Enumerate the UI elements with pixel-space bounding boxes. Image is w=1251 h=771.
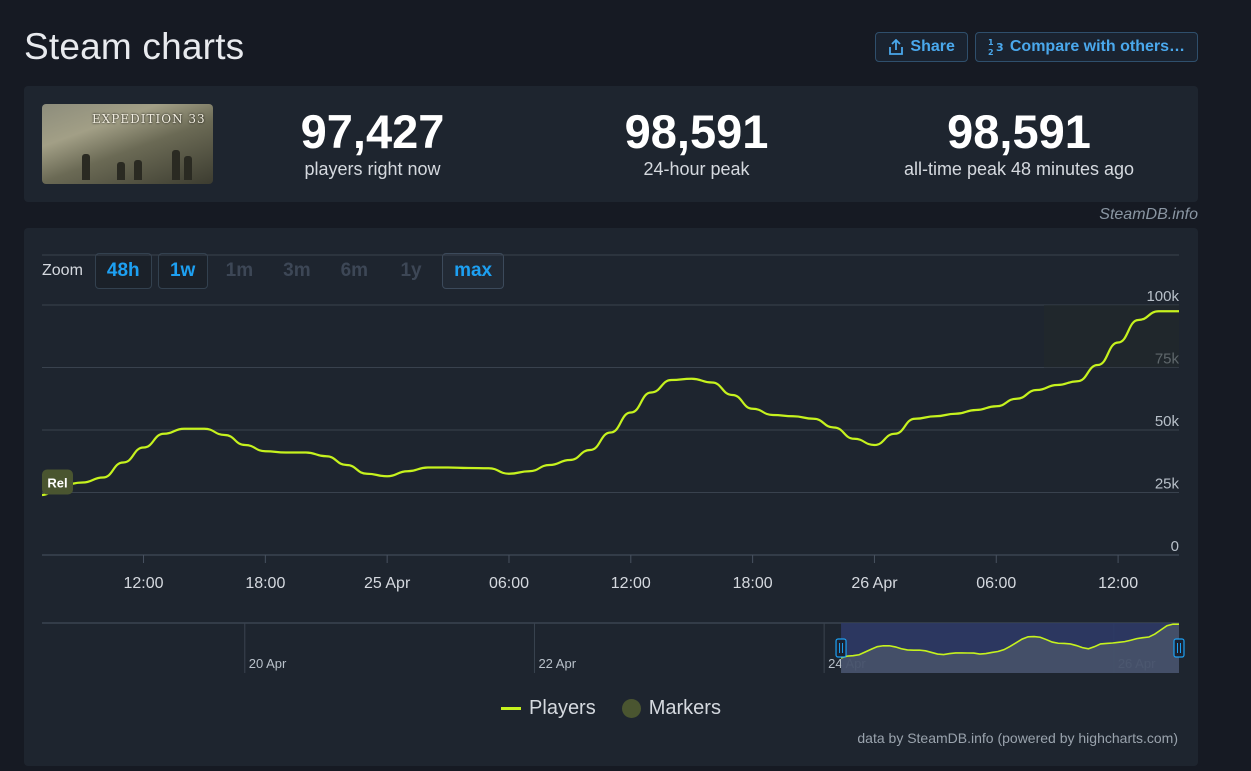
y-tick-label: 0: [1171, 538, 1179, 555]
zoom-1w-button[interactable]: 1w: [157, 253, 208, 289]
legend-item-players[interactable]: Players: [501, 697, 596, 720]
stat-value: 98,591: [624, 105, 769, 158]
x-tick-label: 06:00: [489, 575, 529, 592]
chart-credits[interactable]: data by SteamDB.info (powered by highcha…: [857, 730, 1178, 746]
stats-panel: EXPEDITION 33 97,427 players right now 9…: [24, 86, 1198, 202]
navigator-handle[interactable]: [835, 638, 847, 658]
x-tick-label: 12:00: [1098, 575, 1138, 592]
page-title: Steam charts: [24, 26, 245, 67]
legend-label-players: Players: [529, 697, 596, 719]
game-cover-text: EXPEDITION 33: [92, 112, 206, 126]
zoom-1m-button[interactable]: 1m: [225, 260, 254, 281]
navigator-handle[interactable]: [1173, 638, 1185, 658]
compare-button[interactable]: 1 2 3 Compare with others…: [974, 32, 1198, 62]
x-tick-label: 18:00: [733, 575, 773, 592]
x-tick-label: 12:00: [611, 575, 651, 592]
y-tick-label: 25k: [1155, 476, 1180, 493]
legend-label-markers: Markers: [648, 697, 721, 719]
x-tick-label: 25 Apr: [364, 575, 411, 592]
high-band: [1044, 305, 1179, 368]
svg-text:2: 2: [988, 48, 994, 56]
navigator-label: 22 Apr: [538, 656, 576, 671]
stat-label: all-time peak 48 minutes ago: [903, 159, 1135, 179]
share-button-label: Share: [910, 38, 955, 55]
players-swatch: [501, 707, 522, 710]
x-tick-label: 12:00: [123, 575, 163, 592]
stat-value: 97,427: [300, 105, 445, 158]
stat-current-players: 97,427 players right now: [260, 106, 485, 180]
zoom-max-button[interactable]: max: [442, 253, 505, 289]
markers-swatch: [621, 699, 641, 718]
stat-value: 98,591: [947, 105, 1091, 158]
players-series-line: [41, 310, 1179, 497]
legend-item-markers[interactable]: Markers: [621, 697, 721, 720]
navigator-area: [841, 624, 1179, 673]
chart-panel: Zoom 48h 1w 1m 3m 6m 1y max 025k50k75k10…: [24, 228, 1198, 766]
y-tick-label: 50k: [1155, 413, 1180, 430]
stat-label: 24-hour peak: [643, 159, 750, 179]
steamdb-watermark: SteamDB.info: [1099, 206, 1198, 223]
stat-24h-peak: 98,591 24-hour peak: [584, 106, 809, 180]
zoom-48h-button[interactable]: 48h: [94, 253, 152, 289]
svg-text:3: 3: [996, 41, 1004, 54]
share-icon: [889, 38, 904, 55]
navigator-label: 20 Apr: [249, 656, 287, 671]
chart-legend: Players Markers: [24, 697, 1198, 720]
share-button[interactable]: Share: [875, 32, 968, 62]
svg-text:1: 1: [988, 38, 994, 47]
stat-all-time-peak: 98,591 all-time peak 48 minutes ago: [874, 106, 1164, 180]
game-cover-image[interactable]: EXPEDITION 33: [42, 104, 213, 184]
numbered-list-icon: 1 2 3: [988, 38, 1004, 56]
x-tick-label: 18:00: [245, 575, 285, 592]
y-tick-label: 100k: [1146, 288, 1179, 305]
marker-label: Rel: [47, 476, 67, 491]
zoom-1y-button[interactable]: 1y: [400, 260, 422, 281]
header-actions: Share 1 2 3 Compare with others…: [875, 32, 1198, 62]
zoom-3m-button[interactable]: 3m: [283, 260, 311, 281]
zoom-6m-button[interactable]: 6m: [340, 260, 369, 281]
compare-button-label: Compare with others…: [1009, 38, 1185, 55]
x-tick-label: 06:00: [976, 575, 1016, 592]
marker-badge: [42, 469, 73, 495]
zoom-label: Zoom: [42, 262, 83, 279]
x-tick-label: 26 Apr: [851, 575, 898, 592]
zoom-controls: Zoom 48h 1w 1m 3m 6m 1y max: [42, 253, 505, 289]
navigator-series-line: [840, 623, 1179, 659]
stat-label: players right now: [304, 159, 441, 179]
